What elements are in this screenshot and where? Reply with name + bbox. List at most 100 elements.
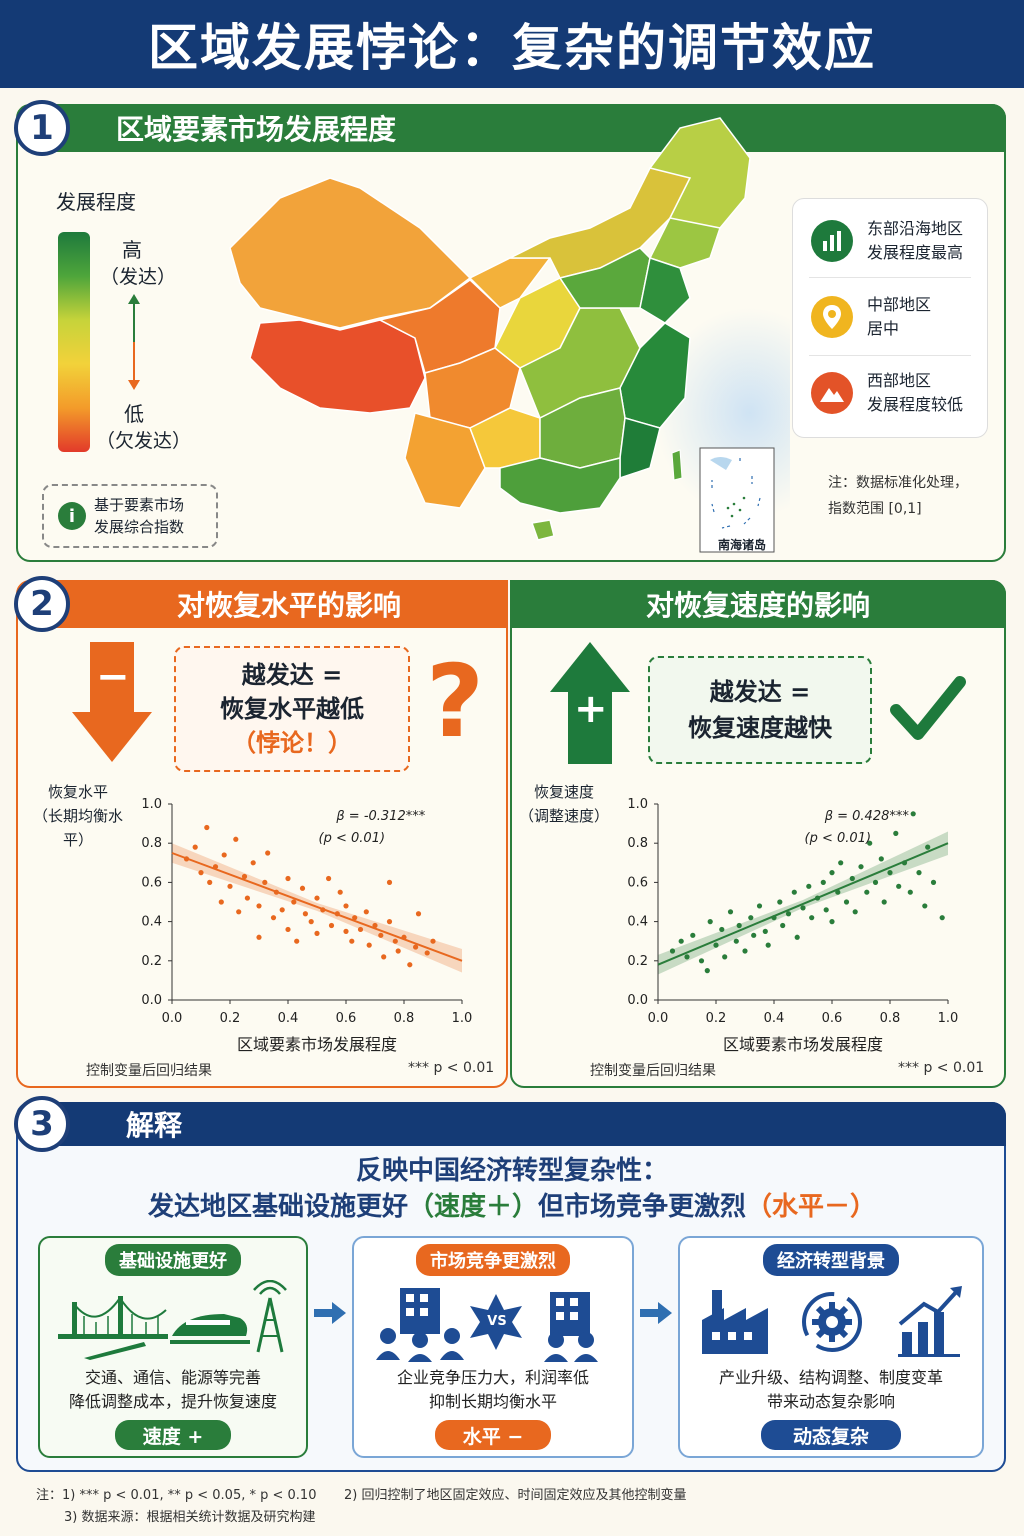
data-point bbox=[413, 944, 419, 950]
plus-sign: + bbox=[574, 686, 608, 732]
factory-gear-growth-icon bbox=[702, 1286, 962, 1357]
x-tick-label: 1.0 bbox=[938, 1011, 959, 1026]
data-point bbox=[820, 879, 826, 885]
data-point bbox=[207, 879, 213, 885]
x-axis-label: 区域要素市场发展程度 bbox=[237, 1035, 397, 1054]
legend-east: 东部沿海地区 发展程度最高 bbox=[811, 217, 963, 265]
data-point bbox=[684, 954, 690, 960]
data-point bbox=[907, 889, 913, 895]
right-scatter-chart: 0.0 0.2 0.4 0.6 0.8 1.0 0.0 0.2 0.4 0.6 0.8 1.0 β = … bbox=[627, 797, 959, 1054]
legend-central-l2: 居中 bbox=[867, 319, 900, 338]
card-infrastructure-l1: 交通、通信、能源等完善 bbox=[84, 1368, 261, 1387]
p-annotation: (p < 0.01) bbox=[319, 831, 386, 846]
card-transition: 经济转型背景 产业升级、结构调整、制度变革 带来动态复杂影响 动态复杂 bbox=[678, 1236, 984, 1458]
y-tick-label: 1.0 bbox=[141, 797, 162, 812]
right-chart-caption: 控制变量后回归结果 bbox=[590, 1063, 716, 1079]
scale-high-sub: （发达） bbox=[100, 266, 177, 288]
data-point bbox=[736, 922, 742, 929]
data-point bbox=[343, 903, 349, 909]
section-3-heading: 解释 bbox=[126, 1109, 183, 1142]
arrow-right-icon bbox=[314, 1302, 346, 1324]
data-point bbox=[809, 915, 815, 921]
scale-high-label: 高 bbox=[122, 238, 142, 262]
vs-label: VS bbox=[487, 1314, 507, 1329]
speed-line-2: 恢复速度越快 bbox=[688, 714, 832, 742]
location-pin-icon bbox=[811, 296, 853, 338]
y-tick-label: 0.8 bbox=[141, 836, 162, 851]
x-tick-label: 0.4 bbox=[764, 1011, 785, 1026]
arrow-down-icon bbox=[72, 642, 152, 762]
right-chart-ylabel: 恢复速度 （调整速度） bbox=[518, 783, 609, 825]
data-point bbox=[236, 909, 242, 915]
mountain-icon bbox=[811, 372, 853, 414]
explain-level: （水平－） bbox=[746, 1192, 877, 1222]
data-point bbox=[415, 911, 422, 917]
region-legend: 东部沿海地区 发展程度最高 中部地区 居中 西部地区 发展程度较低 bbox=[792, 198, 988, 438]
data-point bbox=[748, 915, 754, 921]
data-point bbox=[751, 932, 757, 938]
china-map bbox=[229, 117, 790, 553]
data-point bbox=[893, 830, 899, 836]
footnote-2: 2) 回归控制了地区固定效应、时间固定效应及其他控制变量 bbox=[344, 1488, 687, 1503]
card-infrastructure-tag: 基础设施更好 bbox=[105, 1244, 241, 1276]
card-competition-l2: 抑制长期均衡水平 bbox=[428, 1392, 557, 1411]
x-tick-label: 0.6 bbox=[336, 1011, 357, 1026]
bar-chart-icon bbox=[811, 220, 853, 262]
section-1-heading: 区域要素市场发展程度 bbox=[116, 113, 397, 146]
data-point bbox=[395, 948, 401, 954]
card-competition-l1: 企业竞争压力大，利润率低 bbox=[396, 1368, 589, 1387]
legend-east-l2: 发展程度最高 bbox=[867, 243, 964, 262]
data-point bbox=[265, 850, 271, 856]
y-tick-label: 0.0 bbox=[627, 993, 648, 1008]
x-tick-label: 1.0 bbox=[452, 1011, 473, 1026]
data-point bbox=[233, 836, 239, 842]
y-tick-label: 0.4 bbox=[627, 915, 648, 930]
data-point bbox=[719, 926, 725, 933]
region-fujian bbox=[619, 417, 661, 480]
data-point bbox=[838, 860, 844, 866]
data-point bbox=[285, 926, 291, 933]
data-point bbox=[722, 954, 728, 960]
question-mark-icon: ? bbox=[426, 643, 485, 760]
section-2-right-header: 对恢复速度的影响 bbox=[510, 580, 1006, 628]
data-point bbox=[698, 958, 705, 964]
region-taiwan bbox=[671, 449, 683, 481]
explain-line-2: 发达地区基础设施更好（速度＋）但市场竞争更激烈（水平－） bbox=[0, 1186, 1024, 1223]
data-point bbox=[372, 922, 378, 929]
y-tick-label: 0.2 bbox=[141, 954, 162, 969]
explain-infra: 发达地区基础设施更好 bbox=[147, 1192, 408, 1222]
data-point bbox=[939, 915, 945, 921]
paradox-line-3: （悖论！） bbox=[232, 729, 352, 757]
legend-east-l1: 东部沿海地区 bbox=[867, 219, 964, 238]
x-tick-label: 0.8 bbox=[394, 1011, 415, 1026]
map-note: 注：数据标准化处理， 指数范围 [0,1] bbox=[828, 475, 968, 517]
explain-speed: （速度＋） bbox=[407, 1192, 538, 1222]
legend-west-l2: 发展程度较低 bbox=[867, 395, 964, 414]
x-tick-label: 0.0 bbox=[648, 1011, 669, 1026]
data-point bbox=[285, 875, 291, 882]
y-tick-label: 0.2 bbox=[627, 954, 648, 969]
data-point bbox=[314, 930, 320, 936]
x-tick-label: 0.2 bbox=[706, 1011, 727, 1026]
company-vs-company-icon bbox=[376, 1288, 598, 1362]
data-point bbox=[326, 875, 332, 882]
section-3-header: 解释 bbox=[40, 1102, 1006, 1146]
data-point bbox=[829, 870, 835, 876]
region-liaoning bbox=[648, 217, 721, 269]
legend-west: 西部地区 发展程度较低 bbox=[811, 369, 963, 417]
data-point bbox=[867, 840, 873, 846]
data-point bbox=[823, 907, 829, 913]
card-transition-l2: 带来动态复杂影响 bbox=[766, 1392, 895, 1411]
x-tick-label: 0.4 bbox=[278, 1011, 299, 1026]
data-point bbox=[727, 909, 734, 915]
section-2-left-header: 对恢复水平的影响 bbox=[40, 580, 508, 628]
legend-central-l1: 中部地区 bbox=[867, 295, 932, 314]
data-point bbox=[922, 903, 928, 909]
data-point bbox=[916, 870, 922, 876]
card-transition-pill: 动态复杂 bbox=[761, 1420, 901, 1450]
data-point bbox=[713, 942, 719, 948]
section-1-header: 区域要素市场发展程度 bbox=[40, 104, 1006, 152]
data-point bbox=[308, 919, 314, 925]
data-point bbox=[299, 885, 306, 891]
data-point bbox=[349, 938, 355, 944]
